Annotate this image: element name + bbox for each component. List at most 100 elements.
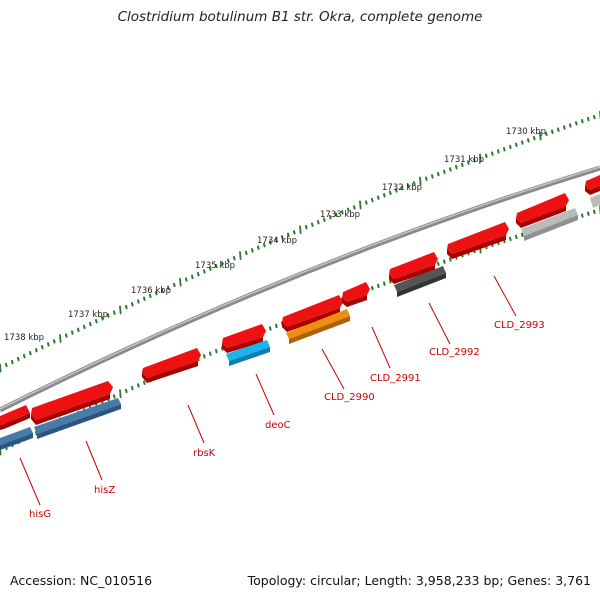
- leader-CLD_2993: [493, 275, 517, 317]
- ruler-minor-tick: [443, 259, 446, 264]
- gene-deoC-cyan[interactable]: [226, 340, 270, 366]
- ruler-minor-tick: [23, 353, 26, 359]
- ruler-minor-tick: [227, 258, 230, 263]
- gene-label-CLD_2991[interactable]: CLD_2991: [370, 373, 421, 384]
- ruler-minor-tick: [257, 245, 260, 250]
- ruler-minor-tick: [65, 333, 68, 338]
- ruler-minor-tick: [143, 380, 146, 385]
- ruler-major-tick: [419, 176, 422, 186]
- ruler-minor-tick: [515, 142, 518, 147]
- ruler-minor-tick: [587, 211, 590, 216]
- gene-CLD_2992-red[interactable]: [389, 252, 438, 284]
- label-leader-lines: [19, 275, 517, 506]
- ruler-minor-tick: [263, 242, 266, 248]
- ruler-minor-tick: [509, 236, 512, 242]
- ruler-minor-tick: [497, 149, 500, 154]
- ruler-minor-tick: [587, 116, 590, 122]
- gene-CLD_2991-red[interactable]: [342, 282, 370, 307]
- gene-label-CLD_2992[interactable]: CLD_2992: [429, 347, 480, 358]
- gene-hisZ-blue[interactable]: [34, 398, 121, 439]
- kbp-label-1734: 1734 kbp: [257, 236, 297, 246]
- ruler-minor-tick: [527, 138, 530, 143]
- ruler-minor-tick: [35, 431, 38, 436]
- gene-CLD_2990-orange[interactable]: [286, 309, 350, 344]
- ruler-minor-tick: [185, 277, 188, 282]
- ruler-minor-tick: [287, 232, 290, 238]
- ruler-minor-tick: [305, 225, 308, 230]
- gene-CLD_2990-red[interactable]: [282, 295, 343, 332]
- ruler-minor-tick: [371, 285, 374, 291]
- gene-label-hisZ[interactable]: hisZ: [94, 485, 115, 496]
- gene-CLD_2992-darkgray[interactable]: [394, 266, 446, 297]
- kbp-label-1731: 1731 kbp: [444, 155, 484, 165]
- ruler-minor-tick: [191, 274, 194, 280]
- ruler-minor-tick: [473, 158, 476, 163]
- gene-rbsK-red[interactable]: [142, 348, 201, 383]
- ruler-minor-tick: [5, 362, 8, 368]
- gene-his-red[interactable]: [31, 381, 113, 425]
- ruler-minor-tick: [281, 235, 284, 240]
- genome-summary-text: Topology: circular; Length: 3,958,233 bp…: [247, 573, 591, 588]
- ruler-minor-tick: [407, 183, 410, 188]
- ruler-minor-tick: [515, 234, 518, 240]
- ruler-major-tick: [119, 389, 122, 399]
- ruler-minor-tick: [245, 250, 248, 256]
- ruler-major-tick: [119, 305, 122, 315]
- gene-label-hisG[interactable]: hisG: [29, 509, 51, 520]
- gene-label-CLD_2993[interactable]: CLD_2993: [494, 320, 545, 331]
- ruler-minor-tick: [203, 269, 206, 274]
- ruler-minor-tick: [131, 302, 134, 307]
- ruler-minor-tick: [131, 385, 134, 391]
- kbp-label-1738: 1738 kbp: [4, 333, 44, 343]
- ruler-minor-tick: [125, 388, 128, 394]
- ruler-minor-tick: [35, 347, 38, 353]
- ruler-minor-tick: [251, 248, 254, 253]
- ruler-minor-tick: [11, 359, 14, 365]
- kbp-label-1730: 1730 kbp: [506, 127, 546, 137]
- genome-backbone-highlight: [0, 166, 600, 410]
- gene-right-red-1[interactable]: [516, 193, 569, 228]
- leader-hisZ: [85, 440, 103, 481]
- ruler-minor-tick: [563, 125, 566, 130]
- leader-rbsK: [187, 404, 205, 444]
- ruler-minor-tick: [209, 266, 212, 271]
- ruler-minor-tick: [335, 212, 338, 217]
- gene-hisG-blue[interactable]: [0, 427, 33, 450]
- ruler-minor-tick: [149, 293, 152, 299]
- ruler-minor-tick: [365, 200, 368, 205]
- ruler-minor-tick: [485, 153, 488, 159]
- ruler-minor-tick: [413, 181, 416, 186]
- gene-right-red-2[interactable]: [585, 175, 600, 195]
- leader-CLD_2992: [428, 302, 451, 345]
- ruler-minor-tick: [293, 230, 296, 235]
- gene-CLD_2993-red[interactable]: [447, 222, 509, 259]
- ruler-minor-tick: [383, 281, 386, 286]
- kbp-label-1736: 1736 kbp: [131, 286, 171, 296]
- ruler-minor-tick: [521, 140, 524, 145]
- gene-deoC-red[interactable]: [222, 324, 266, 353]
- ruler-minor-tick: [215, 348, 218, 354]
- outer-ruler-ticks: [0, 110, 600, 373]
- ruler-minor-tick: [95, 319, 98, 324]
- gene-label-rbsK[interactable]: rbsK: [193, 448, 216, 459]
- ruler-minor-tick: [503, 146, 506, 152]
- gene-leftmost-red[interactable]: [0, 405, 30, 430]
- ruler-minor-tick: [341, 210, 344, 215]
- ruler-minor-tick: [197, 271, 200, 277]
- ruler-major-tick: [59, 334, 62, 343]
- ruler-minor-tick: [395, 188, 398, 193]
- gene-CLD_2993-lightgray[interactable]: [521, 208, 578, 241]
- ruler-minor-tick: [113, 310, 116, 315]
- gene-label-CLD_2990[interactable]: CLD_2990: [324, 392, 375, 403]
- gene-label-deoC[interactable]: deoC: [265, 420, 291, 431]
- ruler-minor-tick: [425, 176, 428, 181]
- ruler-minor-tick: [521, 232, 524, 238]
- ruler-minor-tick: [593, 209, 596, 215]
- ruler-minor-tick: [209, 351, 212, 356]
- ruler-minor-tick: [377, 195, 380, 200]
- ruler-minor-tick: [269, 240, 272, 245]
- gene-right-lightgray[interactable]: [590, 194, 600, 208]
- ruler-minor-tick: [269, 326, 272, 331]
- ruler-minor-tick: [323, 217, 326, 222]
